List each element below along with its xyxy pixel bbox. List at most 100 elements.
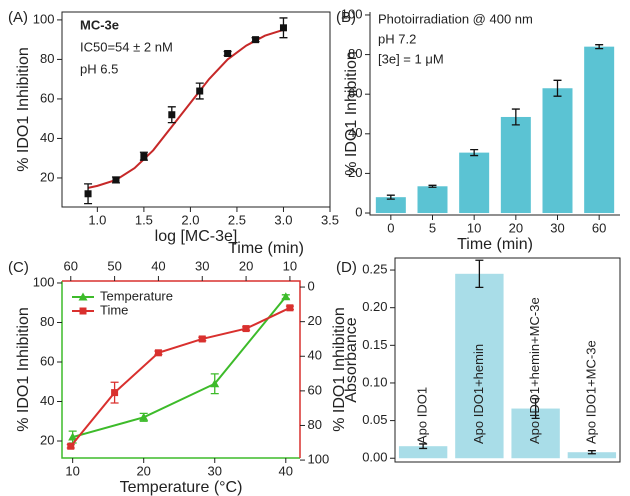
point [168, 111, 176, 119]
error-bar [595, 44, 604, 50]
legend-label: Time [100, 302, 128, 317]
bar [459, 152, 490, 214]
axis-line [61, 281, 300, 459]
y-tick-label: 40 [308, 348, 322, 363]
bar [455, 273, 504, 459]
error-bar [531, 398, 540, 419]
x-tick-label: 5 [429, 220, 436, 235]
x-tick-label: 10 [467, 220, 481, 235]
error-bar [553, 79, 562, 97]
y-tick-label: 80 [40, 51, 54, 66]
point [196, 87, 204, 95]
annotation: MC-3e [80, 17, 119, 32]
y-tick-label: 80 [348, 46, 362, 61]
point [139, 412, 149, 421]
bar [398, 446, 448, 459]
x-tick-label: 2.5 [228, 212, 246, 227]
y-tick-label: 0.00 [362, 450, 387, 465]
point [252, 36, 260, 44]
y-tick-label: 100 [33, 11, 55, 26]
y-axis-label: % IDO1 Inhibition [15, 307, 32, 432]
y-tick-label: 40 [348, 125, 362, 140]
point [84, 190, 92, 198]
legend-marker [78, 292, 88, 301]
bar-label: Apo IDO1 [415, 387, 430, 444]
y-tick-label: 20 [40, 169, 54, 184]
panel-label: (C) [8, 259, 29, 276]
x-axis-label: log [MC-3e] [155, 228, 238, 245]
y2-axis-label: % IDO1 Inhibition [331, 307, 348, 432]
bar [417, 186, 448, 214]
x-tick-label: 10 [65, 463, 79, 478]
panel-label: (A) [8, 9, 28, 26]
point [112, 176, 120, 184]
y-tick-label: 20 [348, 165, 362, 180]
bar [542, 88, 573, 214]
panel-label: (B) [336, 9, 356, 26]
series-line [69, 306, 291, 447]
y-tick-label: 0 [308, 278, 315, 293]
y-tick-label: 60 [308, 382, 322, 397]
bar [375, 197, 406, 214]
x-tick-label: 40 [151, 258, 165, 273]
x-tick-label: 30 [550, 220, 564, 235]
plot-frame [394, 257, 621, 463]
error-bar [419, 443, 428, 450]
x-tick-label: 20 [239, 258, 253, 273]
panel-label: (D) [336, 259, 357, 276]
x-tick-label: 60 [592, 220, 606, 235]
y-tick-label: 0.05 [362, 412, 387, 427]
y-tick-label: 40 [40, 130, 54, 145]
annotation: pH 7.2 [378, 31, 416, 46]
y-tick-label: 100 [308, 452, 330, 467]
y-tick-label: 60 [40, 353, 54, 368]
x-tick-label: 40 [279, 463, 293, 478]
annotation: pH 6.5 [80, 61, 118, 76]
x-tick-label: 2.0 [181, 212, 199, 227]
x-tick-label: 60 [64, 258, 78, 273]
point [111, 389, 119, 397]
x-tick-label: 20 [136, 463, 150, 478]
y-tick-label: 20 [40, 432, 54, 447]
x-tick-label: 30 [208, 463, 222, 478]
point [210, 379, 220, 388]
x-axis-label: Time (min) [457, 236, 533, 253]
series-line [72, 296, 287, 439]
y-axis-label: % IDO1 Inhibition [343, 51, 360, 176]
x-tick-label: 1.5 [135, 212, 153, 227]
point [281, 292, 291, 301]
bar [567, 452, 617, 459]
x-tick-label: 3.5 [321, 212, 339, 227]
error-bar [475, 259, 484, 289]
point [242, 325, 250, 333]
error-bar [587, 450, 596, 455]
x-tick-label: 30 [195, 258, 209, 273]
y-tick-label: 0.25 [362, 261, 387, 276]
legend-label: Temperature [100, 288, 173, 303]
bar-label: Apo IDO1+MC-3e [583, 340, 598, 444]
x-tick-label: 50 [107, 258, 121, 273]
x-tick-label: 20 [509, 220, 523, 235]
y-tick-label: 40 [40, 393, 54, 408]
y-tick-label: 0.15 [362, 337, 387, 352]
point [67, 442, 75, 450]
y-tick-label: 60 [348, 86, 362, 101]
bar-label: Apo IDO1+hemin+MC-3e [527, 297, 542, 444]
axis-line [62, 280, 301, 458]
x-tick-label: 0 [387, 220, 394, 235]
y-tick-label: 0.20 [362, 299, 387, 314]
legend-marker [79, 307, 87, 315]
point [279, 24, 287, 32]
plot-frame [61, 11, 331, 208]
y-tick-label: 0 [355, 204, 362, 219]
y-tick-label: 0.10 [362, 374, 387, 389]
point [224, 49, 232, 57]
y-tick-label: 100 [33, 274, 55, 289]
annotation: IC50=54 ± 2 nM [80, 39, 173, 54]
error-bar [428, 184, 437, 188]
x-tick-label: 10 [283, 258, 297, 273]
bar-label: Apo IDO1+hemin [471, 344, 486, 444]
annotation: Photoirradiation @ 400 nm [378, 11, 533, 26]
x-tick-label: 3.0 [274, 212, 292, 227]
